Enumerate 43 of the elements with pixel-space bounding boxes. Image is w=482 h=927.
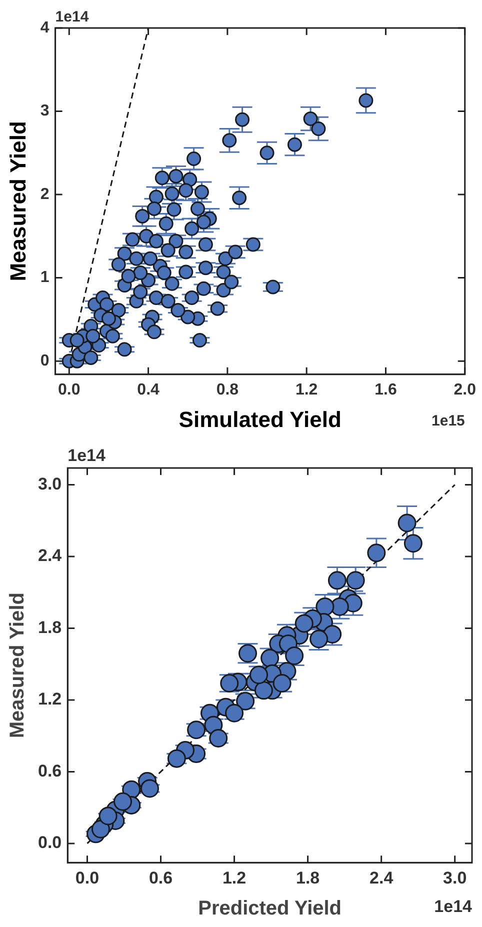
x-tick-label: 0.0: [58, 381, 80, 398]
x-tick-label: 0.6: [148, 868, 173, 888]
y-tick-label: 0: [40, 352, 50, 370]
point: [167, 749, 186, 768]
x-tick-label: 0.0: [75, 868, 100, 888]
y-tick-label: 0.6: [38, 761, 62, 780]
x-tick-label: 0.4: [137, 381, 160, 398]
x-tick-label: 2.4: [370, 868, 394, 888]
y-tick-label: 1: [40, 269, 50, 286]
x-tick-label: 2.0: [454, 381, 476, 398]
y-tick-label: 0.0: [38, 833, 62, 852]
y-axis-title: Measured Yield: [5, 121, 30, 282]
x-tick-label: 0.8: [216, 381, 239, 398]
y-tick-label: 3.0: [38, 474, 62, 494]
point: [330, 597, 349, 616]
text: 1e14: [434, 897, 473, 916]
point: [272, 674, 292, 692]
x-tick-label: 3.0: [443, 868, 467, 888]
point: [398, 514, 416, 532]
y-axis-title: Measured Yield: [6, 592, 29, 738]
y-tick-label: 2.4: [38, 546, 62, 566]
y-tick-label: 2: [40, 186, 50, 203]
x-axis-title: Simulated Yield: [178, 406, 342, 432]
point: [328, 571, 346, 590]
x-tick-label: 1.8: [296, 868, 320, 888]
y-tick-label: 1.8: [38, 618, 62, 637]
y-tick-label: 4: [40, 19, 50, 36]
x-axis-title: Predicted Yield: [198, 898, 342, 920]
y-tick-label: 1.2: [38, 690, 62, 709]
x-tick-label: 1.6: [374, 381, 397, 398]
point: [346, 571, 365, 590]
x-tick-label: 1.2: [295, 381, 318, 398]
x-tick-label: 1.2: [222, 868, 246, 888]
y-tick-label: 3: [40, 102, 50, 120]
point: [404, 534, 422, 553]
point: [91, 820, 110, 838]
point: [98, 806, 118, 826]
point: [367, 544, 386, 562]
text: 1e15: [432, 412, 465, 430]
text: 1e14: [68, 446, 106, 466]
point: [114, 792, 132, 811]
text: 1e14: [55, 8, 90, 26]
point: [316, 597, 334, 616]
